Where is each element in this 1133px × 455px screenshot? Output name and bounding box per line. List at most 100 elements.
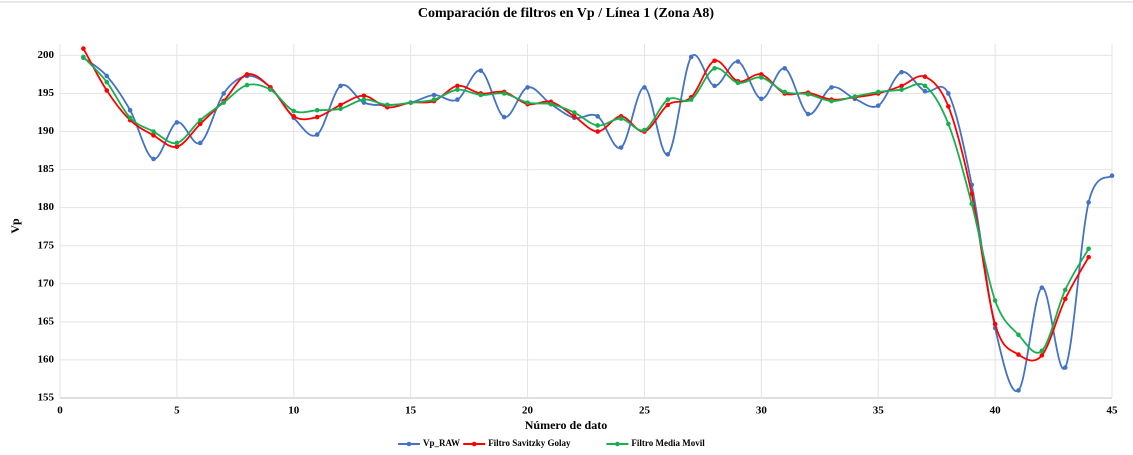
x-axis-label: Número de dato	[525, 418, 607, 432]
data-point	[899, 87, 904, 92]
data-point	[665, 97, 671, 102]
data-point	[197, 140, 203, 146]
legend-label: Filtro Media Movil	[631, 438, 705, 448]
data-point	[455, 87, 460, 92]
data-point	[759, 75, 764, 80]
data-point	[478, 92, 484, 98]
data-point	[735, 59, 741, 64]
data-point	[782, 66, 788, 71]
data-point	[501, 114, 507, 120]
data-point	[1016, 332, 1021, 338]
data-point	[688, 54, 694, 60]
data-point	[595, 114, 600, 119]
data-point	[291, 114, 297, 119]
data-point	[572, 114, 577, 119]
data-point	[1016, 388, 1021, 393]
data-point	[1086, 200, 1091, 205]
legend-label: Vp_RAW	[423, 438, 460, 448]
data-point	[712, 58, 717, 64]
data-point	[712, 83, 717, 89]
data-point	[455, 97, 460, 102]
data-point	[805, 91, 811, 97]
data-point	[338, 83, 343, 89]
y-axis-label: Vp	[8, 218, 22, 234]
data-point	[665, 152, 671, 157]
data-point	[922, 88, 928, 94]
y-tick-label: 155	[38, 392, 55, 404]
data-point	[1062, 365, 1068, 370]
data-point	[197, 121, 203, 127]
data-point	[946, 91, 951, 96]
data-point	[127, 107, 133, 113]
data-point	[244, 72, 250, 77]
data-point	[361, 93, 367, 99]
y-tick-label: 165	[38, 315, 55, 327]
data-point	[735, 80, 741, 86]
legend-label: Filtro Savitzky Golay	[488, 438, 571, 448]
data-point	[314, 132, 320, 137]
x-tick-label: 45	[1107, 405, 1119, 417]
y-tick-label: 190	[38, 125, 55, 137]
y-tick-label: 185	[38, 163, 55, 175]
chart-title: Comparación de filtros en Vp / Línea 1 (…	[418, 6, 715, 21]
data-point	[104, 79, 110, 85]
data-point	[688, 97, 694, 102]
data-point	[665, 102, 671, 108]
data-point	[525, 85, 530, 90]
data-point	[642, 85, 647, 90]
data-point	[431, 92, 437, 98]
data-point	[642, 127, 647, 133]
data-point	[1062, 287, 1068, 293]
data-point	[244, 82, 250, 88]
data-point	[595, 129, 600, 134]
data-point	[361, 97, 367, 102]
data-point	[875, 89, 881, 95]
series-line	[82, 56, 1090, 354]
data-point	[221, 91, 226, 96]
series-line	[82, 53, 1113, 393]
data-point	[875, 103, 881, 108]
x-tick-label: 5	[174, 405, 180, 417]
x-tick-label: 10	[288, 405, 300, 417]
data-point	[1086, 254, 1091, 260]
data-point	[525, 100, 530, 105]
data-point	[104, 73, 110, 79]
data-point	[946, 104, 951, 109]
y-tick-label: 195	[38, 87, 55, 99]
data-point	[408, 100, 413, 105]
data-point	[338, 106, 343, 112]
data-point	[1086, 246, 1091, 252]
data-point	[805, 111, 811, 117]
x-tick-label: 35	[873, 405, 885, 417]
data-point	[829, 98, 834, 104]
data-point	[1062, 296, 1068, 302]
x-tick-label: 25	[639, 405, 651, 417]
data-point	[81, 54, 86, 60]
data-point	[829, 85, 834, 90]
y-tick-label: 170	[38, 277, 55, 289]
data-point	[782, 89, 788, 95]
data-point	[1016, 352, 1021, 357]
legend-marker	[471, 441, 477, 447]
data-point	[197, 117, 203, 123]
data-point	[572, 110, 577, 115]
data-point	[852, 94, 858, 99]
data-point	[151, 156, 156, 162]
data-point	[291, 108, 297, 114]
data-point	[174, 120, 180, 125]
data-point	[127, 115, 133, 121]
data-point	[595, 123, 600, 128]
series-line	[82, 48, 1090, 362]
data-point	[548, 101, 554, 107]
x-tick-label: 40	[990, 405, 1002, 417]
data-point	[969, 201, 975, 207]
x-tick-label: 30	[756, 405, 768, 417]
data-point	[759, 96, 764, 102]
data-point	[922, 74, 928, 80]
data-point	[431, 97, 437, 102]
data-point	[314, 107, 320, 113]
data-point	[1039, 353, 1045, 358]
data-point	[338, 102, 343, 108]
data-point	[151, 133, 156, 138]
